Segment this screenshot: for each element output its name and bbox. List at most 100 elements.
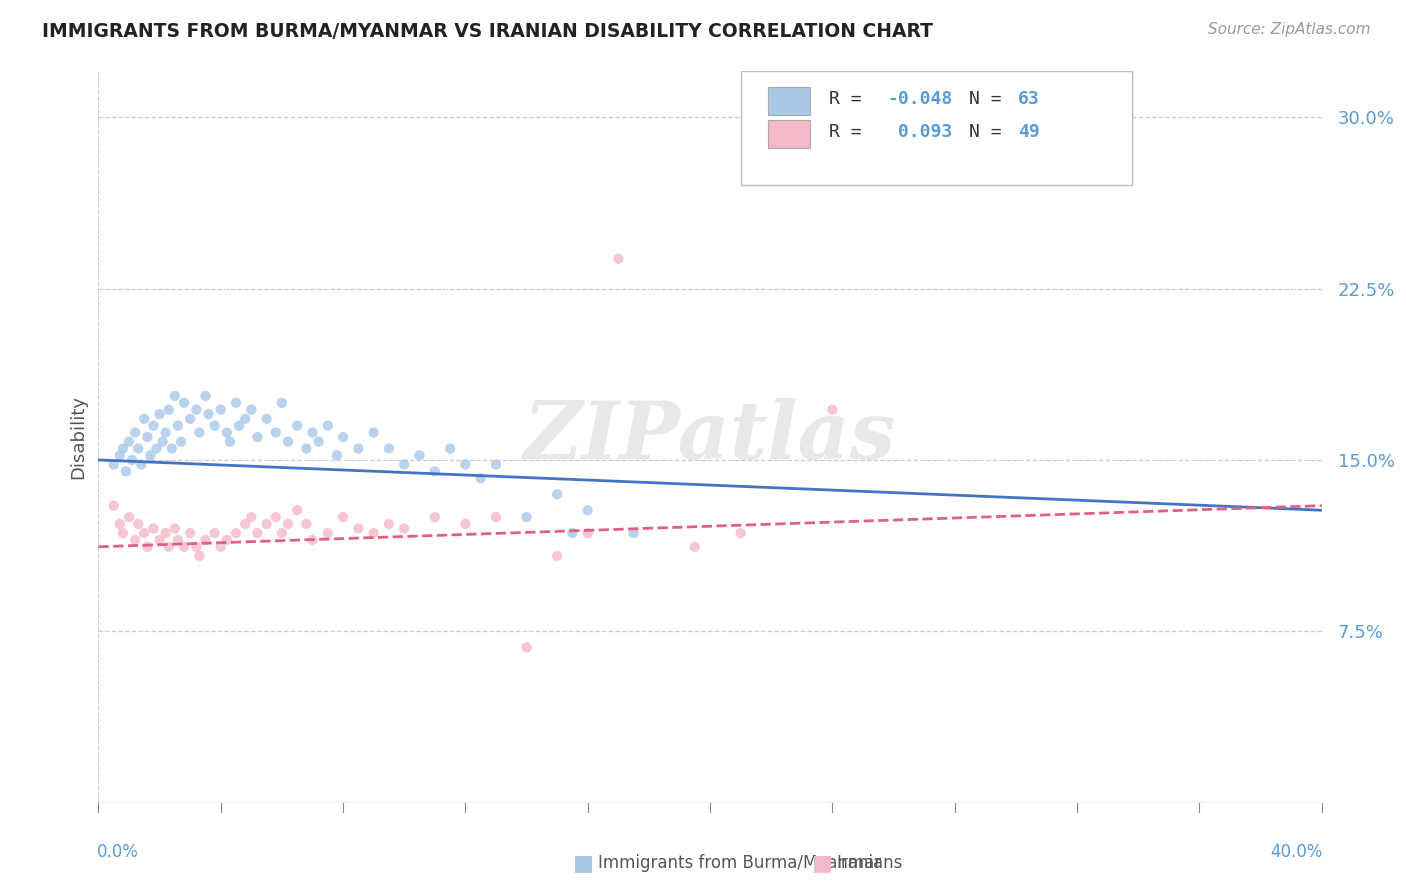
FancyBboxPatch shape — [768, 120, 810, 148]
Point — [378, 516, 401, 531]
Text: 63: 63 — [1018, 90, 1040, 108]
Point — [142, 521, 165, 535]
Point — [134, 412, 156, 426]
Point — [186, 402, 208, 417]
Point — [173, 540, 195, 554]
Point — [264, 510, 287, 524]
Point — [225, 526, 247, 541]
Point — [111, 526, 134, 541]
Point — [363, 425, 385, 440]
Point — [233, 412, 256, 426]
Point — [408, 449, 430, 463]
Point — [470, 471, 492, 485]
Text: ■: ■ — [574, 854, 593, 873]
Point — [155, 425, 177, 440]
Point — [301, 533, 323, 547]
Point — [485, 510, 508, 524]
Point — [155, 526, 177, 541]
Point — [285, 503, 308, 517]
Point — [264, 425, 287, 440]
Text: N =: N = — [969, 90, 1012, 108]
Point — [152, 434, 174, 449]
Point — [142, 418, 165, 433]
Point — [188, 549, 211, 563]
Point — [546, 487, 568, 501]
Point — [378, 442, 401, 456]
Point — [454, 458, 477, 472]
Text: 0.093: 0.093 — [887, 123, 953, 141]
Point — [277, 516, 299, 531]
Point — [134, 526, 156, 541]
Point — [363, 526, 385, 541]
Point — [209, 540, 232, 554]
Point — [170, 434, 193, 449]
Point — [160, 442, 183, 456]
Point — [392, 458, 416, 472]
Point — [516, 510, 538, 524]
Point — [277, 434, 299, 449]
Point — [103, 499, 125, 513]
Point — [454, 516, 477, 531]
Point — [204, 418, 226, 433]
Y-axis label: Disability: Disability — [69, 395, 87, 479]
Text: IMMIGRANTS FROM BURMA/MYANMAR VS IRANIAN DISABILITY CORRELATION CHART: IMMIGRANTS FROM BURMA/MYANMAR VS IRANIAN… — [42, 22, 934, 41]
Point — [295, 516, 318, 531]
Point — [186, 540, 208, 554]
Point — [347, 521, 370, 535]
Point — [240, 402, 263, 417]
Point — [423, 510, 446, 524]
Point — [136, 430, 159, 444]
Point — [204, 526, 226, 541]
Text: 40.0%: 40.0% — [1271, 843, 1323, 861]
Point — [149, 407, 172, 421]
Point — [194, 533, 217, 547]
Point — [167, 533, 190, 547]
Point — [139, 449, 162, 463]
Point — [392, 521, 416, 535]
Text: Iranians: Iranians — [837, 855, 903, 872]
Point — [121, 453, 143, 467]
Text: 49: 49 — [1018, 123, 1040, 141]
Point — [326, 449, 349, 463]
Point — [240, 510, 263, 524]
Point — [108, 449, 131, 463]
Point — [188, 425, 211, 440]
Point — [209, 402, 232, 417]
Point — [103, 458, 125, 472]
Point — [163, 521, 186, 535]
Point — [118, 434, 141, 449]
Point — [270, 526, 292, 541]
Point — [124, 425, 146, 440]
Point — [516, 640, 538, 655]
Point — [576, 526, 599, 541]
Point — [179, 412, 201, 426]
Text: R =: R = — [828, 123, 872, 141]
FancyBboxPatch shape — [768, 87, 810, 115]
Point — [118, 510, 141, 524]
Point — [607, 252, 630, 266]
Point — [127, 442, 149, 456]
Text: 0.0%: 0.0% — [97, 843, 139, 861]
Point — [149, 533, 172, 547]
Point — [316, 526, 339, 541]
Point — [730, 526, 752, 541]
Point — [215, 533, 238, 547]
Point — [308, 434, 330, 449]
Point — [145, 442, 167, 456]
Point — [347, 442, 370, 456]
Point — [316, 418, 339, 433]
Text: R =: R = — [828, 90, 872, 108]
Point — [246, 430, 269, 444]
Point — [233, 516, 256, 531]
Point — [194, 389, 217, 403]
Point — [219, 434, 242, 449]
Point — [136, 540, 159, 554]
Point — [295, 442, 318, 456]
Point — [256, 412, 278, 426]
Point — [167, 418, 190, 433]
Point — [163, 389, 186, 403]
Text: ZIPatlas: ZIPatlas — [524, 399, 896, 475]
Point — [332, 510, 354, 524]
Point — [270, 396, 292, 410]
Point — [285, 418, 308, 433]
